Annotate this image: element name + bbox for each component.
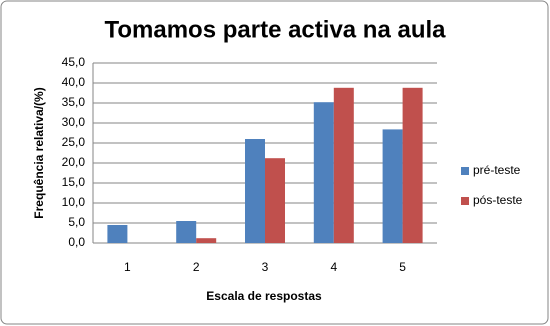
y-tick-label: 40,0 bbox=[62, 75, 86, 89]
bar bbox=[382, 129, 403, 243]
legend-label: pós-teste bbox=[473, 193, 523, 207]
y-tick-label: 5,0 bbox=[68, 215, 85, 229]
x-tick-label: 1 bbox=[124, 260, 131, 274]
y-tick-label: 15,0 bbox=[62, 175, 86, 189]
x-tick-label: 3 bbox=[262, 260, 269, 274]
bar bbox=[265, 158, 285, 243]
bar bbox=[176, 221, 197, 243]
bar bbox=[313, 102, 334, 243]
x-tick-label: 4 bbox=[330, 260, 337, 274]
x-tick-label: 2 bbox=[193, 260, 200, 274]
legend-swatch bbox=[461, 167, 469, 175]
chart-title: Tomamos parte activa na aula bbox=[104, 16, 446, 43]
legend-label: pré-teste bbox=[473, 163, 521, 177]
y-tick-label: 0,0 bbox=[68, 235, 85, 249]
legend-swatch bbox=[461, 197, 469, 205]
bar bbox=[333, 87, 354, 243]
bar bbox=[107, 225, 128, 243]
y-tick-label: 10,0 bbox=[62, 195, 86, 209]
y-tick-label: 20,0 bbox=[62, 155, 86, 169]
y-tick-label: 35,0 bbox=[62, 95, 86, 109]
bar bbox=[245, 139, 265, 243]
y-tick-label: 30,0 bbox=[62, 115, 86, 129]
y-tick-label: 25,0 bbox=[62, 135, 86, 149]
y-axis-label: Frequência relativa/(%) bbox=[32, 87, 46, 218]
bar bbox=[196, 238, 217, 243]
bar bbox=[402, 87, 423, 243]
x-tick-label: 5 bbox=[399, 260, 406, 274]
y-tick-label: 45,0 bbox=[62, 55, 86, 69]
x-axis-label: Escala de respostas bbox=[206, 289, 322, 303]
